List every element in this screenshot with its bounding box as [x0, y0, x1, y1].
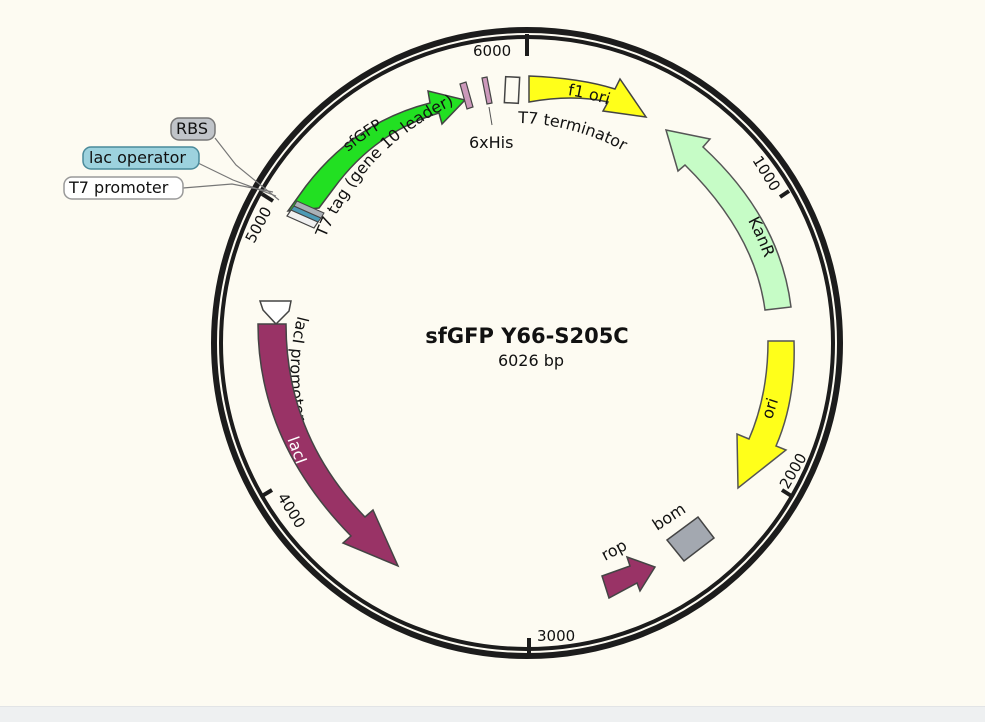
t7-promoter-callout-box[interactable] [63, 176, 184, 200]
tick-label-3000: 3000 [537, 627, 575, 645]
backbone-outer [211, 27, 843, 659]
laci-promoter-feature-arrow[interactable] [258, 300, 292, 326]
tick-label-6000: 6000 [473, 42, 511, 60]
plasmid-name: sfGFP Y66-S205C [425, 324, 628, 348]
f1-ori-feature-arrow[interactable] [528, 75, 648, 118]
f1-ori-label: f1 ori [567, 80, 613, 108]
bom-feature[interactable] [665, 515, 716, 563]
t7-promoter-leader-line [182, 183, 274, 193]
his-tag-feature[interactable] [481, 76, 493, 105]
rop-label: rop [598, 535, 630, 564]
rbs-callout-box[interactable] [170, 117, 216, 141]
rbs-callout-label: RBS [176, 119, 208, 138]
lac-operator-callout-label: lac operator [89, 148, 186, 167]
lac-operator-leader-line [197, 162, 277, 197]
t7-tag-feature[interactable] [459, 81, 474, 110]
rbs-marker [293, 200, 325, 219]
tick-mark-2000 [780, 488, 795, 499]
t7-terminator-label: T7 terminator [517, 108, 631, 155]
laci-feature-arrow[interactable] [257, 323, 400, 568]
rbs-leader-line [214, 137, 280, 201]
ori-feature-arrow[interactable] [736, 340, 795, 490]
footer-bar [0, 706, 985, 722]
his-leader-line [488, 106, 493, 126]
tick-mark-4000 [260, 488, 274, 498]
t7-promoter-callout-label: T7 promoter [68, 178, 169, 197]
t7-terminator-feature[interactable] [503, 75, 521, 105]
plasmid-map: 6000 1000 2000 3000 4000 5000 sfGFP T7 t… [63, 27, 843, 659]
lac-operator-callout-box[interactable] [82, 146, 200, 170]
tick-mark-1000 [778, 189, 791, 199]
his-label: 6xHis [469, 133, 513, 152]
tick-mark-5000 [260, 192, 275, 203]
kanr-feature-arrow[interactable] [664, 129, 792, 311]
plasmid-length: 6026 bp [498, 351, 564, 370]
rop-feature-arrow[interactable] [601, 555, 657, 600]
